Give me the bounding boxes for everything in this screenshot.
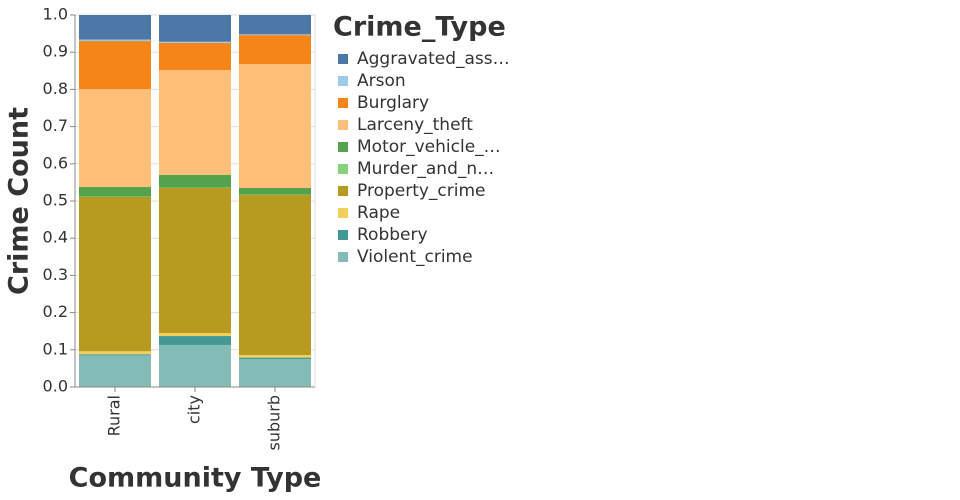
y-tick-label: 0.3 — [43, 265, 68, 284]
y-tick-label: 0.2 — [43, 302, 68, 321]
bar-segment — [159, 42, 231, 71]
legend-label: Arson — [357, 71, 406, 91]
bar-segment — [239, 35, 311, 65]
legend-swatch — [338, 252, 348, 262]
legend-swatch — [338, 54, 348, 64]
legend-label: Robbery — [357, 225, 428, 245]
bar-segment — [159, 187, 231, 334]
bar-segment — [159, 336, 231, 345]
bar-segment — [159, 70, 231, 175]
bar-segment — [159, 333, 231, 337]
legend-swatch — [338, 164, 348, 174]
legend-swatch — [338, 186, 348, 196]
bar-segment — [239, 34, 311, 36]
bar-segment — [79, 39, 151, 42]
bar-segment — [79, 354, 151, 356]
x-tick-label: suburb — [265, 395, 284, 451]
bar-segment — [239, 187, 311, 195]
legend-title: Crime_Type — [333, 12, 506, 43]
y-axis-title: Crime Count — [4, 107, 35, 295]
y-tick-label: 0.0 — [43, 377, 68, 396]
bar-segment — [79, 196, 151, 352]
x-axis-title: Community Type — [69, 463, 322, 494]
bar-segment — [79, 15, 151, 40]
y-tick-label: 0.4 — [43, 228, 68, 247]
legend-label: Motor_vehicle_… — [357, 137, 501, 157]
bar-segment — [79, 41, 151, 90]
y-tick-label: 0.1 — [43, 339, 68, 358]
legend-swatch — [338, 76, 348, 86]
legend-label: Violent_crime — [357, 247, 473, 267]
bar-segment — [79, 355, 151, 387]
y-tick-label: 0.7 — [43, 116, 68, 135]
x-tick-label: Rural — [105, 395, 124, 436]
x-tick-label: city — [185, 395, 204, 424]
bar-segment — [159, 344, 231, 387]
bar-segment — [239, 64, 311, 188]
bar-segment — [159, 41, 231, 43]
legend-swatch — [338, 142, 348, 152]
legend-label: Burglary — [357, 93, 429, 113]
bar-segment — [159, 15, 231, 42]
bar-segment — [79, 351, 151, 355]
legend-swatch — [338, 120, 348, 130]
y-tick-label: 1.0 — [43, 5, 68, 24]
bar-segment — [239, 195, 311, 356]
bar-segment — [239, 15, 311, 35]
legend-label: Rape — [357, 203, 400, 223]
legend-label: Property_crime — [357, 181, 486, 201]
y-tick-label: 0.8 — [43, 79, 68, 98]
legend-swatch — [338, 208, 348, 218]
bar-segment — [79, 186, 151, 197]
bar-segment — [239, 357, 311, 360]
legend-label: Aggravated_ass… — [357, 49, 510, 69]
legend-swatch — [338, 98, 348, 108]
legend-swatch — [338, 230, 348, 240]
y-tick-label: 0.6 — [43, 153, 68, 172]
bar-segment — [239, 355, 311, 358]
bar-segment — [159, 174, 231, 188]
legend-label: Larceny_theft — [357, 115, 473, 135]
y-tick-label: 0.5 — [43, 191, 68, 210]
y-tick-label: 0.9 — [43, 42, 68, 61]
bar-segment — [79, 89, 151, 187]
bar-segment — [239, 359, 311, 387]
legend-label: Murder_and_n… — [357, 159, 494, 179]
